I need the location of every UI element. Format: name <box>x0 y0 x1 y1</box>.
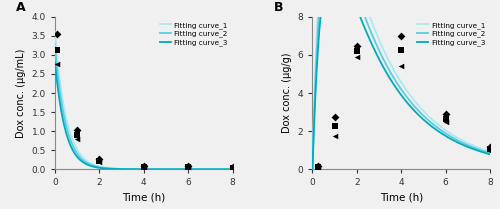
Point <box>353 44 361 48</box>
Point <box>397 35 405 38</box>
Point <box>140 165 148 169</box>
Point <box>486 148 494 151</box>
Point <box>53 32 61 36</box>
Point <box>140 166 148 169</box>
Point <box>73 129 81 132</box>
Point <box>442 117 450 120</box>
Point <box>397 48 405 52</box>
Text: A: A <box>16 1 26 14</box>
Point <box>314 166 322 169</box>
Point <box>184 165 192 169</box>
Point <box>73 133 81 137</box>
Point <box>228 167 236 170</box>
Point <box>486 145 494 148</box>
Y-axis label: Dox conc. (μg/mL): Dox conc. (μg/mL) <box>16 48 26 138</box>
Point <box>228 166 236 169</box>
Legend: Fitting curve_1, Fitting curve_2, Fitting curve_3: Fitting curve_1, Fitting curve_2, Fittin… <box>416 20 486 47</box>
Point <box>330 135 338 138</box>
Point <box>486 149 494 153</box>
Point <box>442 112 450 115</box>
Point <box>353 55 361 59</box>
Text: B: B <box>274 1 283 14</box>
Point <box>184 166 192 169</box>
Point <box>96 160 104 164</box>
Point <box>314 165 322 169</box>
Point <box>330 116 338 119</box>
Point <box>53 62 61 66</box>
Point <box>442 121 450 124</box>
Point <box>397 64 405 68</box>
Y-axis label: Dox conc. (μg/g): Dox conc. (μg/g) <box>282 53 292 133</box>
Point <box>96 158 104 161</box>
Point <box>184 164 192 168</box>
Point <box>73 137 81 140</box>
Point <box>96 159 104 163</box>
X-axis label: Time (h): Time (h) <box>122 193 166 203</box>
Point <box>314 165 322 168</box>
Point <box>353 49 361 53</box>
Point <box>53 49 61 52</box>
Point <box>228 166 236 169</box>
Point <box>330 124 338 128</box>
Point <box>140 164 148 168</box>
X-axis label: Time (h): Time (h) <box>380 193 423 203</box>
Legend: Fitting curve_1, Fitting curve_2, Fitting curve_3: Fitting curve_1, Fitting curve_2, Fittin… <box>158 20 229 47</box>
